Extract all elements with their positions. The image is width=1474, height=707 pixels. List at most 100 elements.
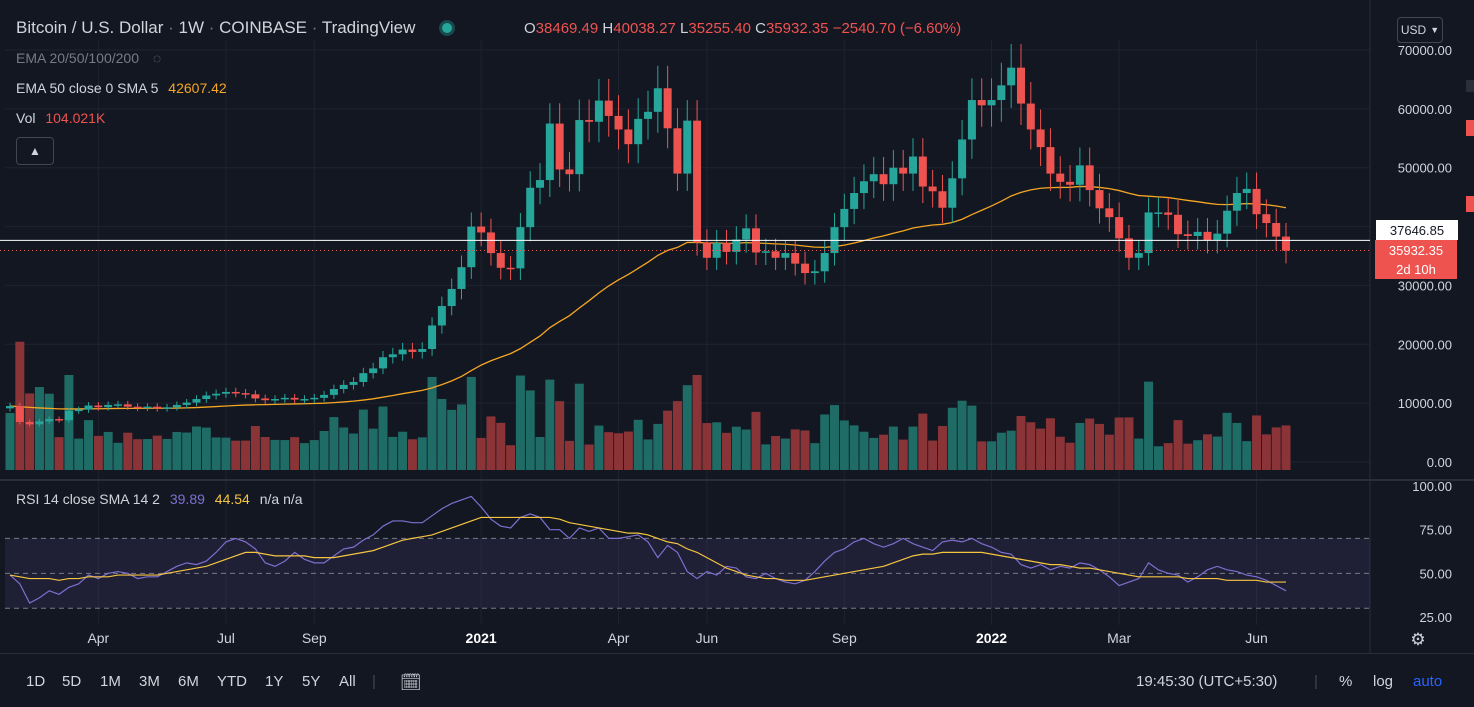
volume-bar	[987, 441, 997, 470]
volume-bar	[486, 416, 496, 470]
candle-body	[486, 232, 495, 254]
volume-bar	[84, 420, 94, 470]
interval-label: 1W	[178, 18, 205, 37]
volume-bar	[44, 393, 54, 470]
candle-body	[1203, 231, 1212, 241]
ema50-legend[interactable]: EMA 50 close 0 SMA 5 42607.42	[16, 80, 227, 96]
volume-bar	[888, 426, 898, 470]
chevron-up-icon: ▲	[29, 144, 41, 158]
volume-bar	[898, 439, 908, 470]
volume-bar	[1281, 425, 1291, 470]
candle-body	[801, 263, 810, 274]
volume-bar	[574, 383, 584, 470]
volume-bar	[437, 398, 447, 470]
volume-bar	[633, 419, 643, 470]
time-tick-label: Sep	[832, 630, 857, 646]
candle-body	[143, 406, 152, 409]
currency-label: USD	[1400, 23, 1427, 37]
tf-6m-button[interactable]: 6M	[178, 673, 199, 690]
volume-bar	[417, 437, 427, 470]
volume-bar	[191, 426, 201, 470]
price-tick-label: 50000.00	[1398, 161, 1452, 176]
volume-bar	[545, 379, 555, 470]
currency-button[interactable]: USD ▼	[1397, 17, 1443, 43]
percent-scale-button[interactable]: %	[1339, 673, 1353, 690]
volume-bar	[5, 413, 15, 470]
volume-bar	[712, 422, 722, 470]
symbol-title[interactable]: Bitcoin / U.S. Dollar · 1W · COINBASE · …	[16, 18, 453, 38]
price-tick-label: 10000.00	[1398, 396, 1452, 411]
auto-scale-button[interactable]: auto	[1413, 673, 1443, 690]
candle-body	[1085, 165, 1094, 191]
ohlc-legend: O38469.49 H40038.27 L35255.40 C35932.35 …	[524, 20, 962, 37]
volume-legend[interactable]: Vol 104.021K	[16, 110, 105, 126]
log-scale-button[interactable]: log	[1373, 673, 1394, 690]
rsi-tick-label: 50.00	[1419, 566, 1452, 581]
volume-bar	[761, 444, 771, 470]
candle-body	[113, 404, 122, 406]
candle-body	[732, 239, 741, 252]
clock-timezone[interactable]: 19:45:30 (UTC+5:30)	[1136, 673, 1278, 690]
candle-body	[369, 368, 378, 374]
exchange-label: COINBASE	[219, 18, 307, 37]
tf-5y-button[interactable]: 5Y	[302, 673, 321, 690]
candle-body	[15, 406, 24, 422]
candle-body	[575, 120, 584, 175]
tf-1d-button[interactable]: 1D	[26, 673, 46, 690]
high-value: 40038.27	[613, 20, 676, 37]
candle-body	[614, 115, 623, 130]
candle-body	[899, 167, 908, 174]
date-range-calendar-icon[interactable]: 🗓	[400, 673, 422, 692]
candle-body	[977, 100, 986, 106]
candle-body	[693, 120, 702, 243]
volume-bar	[133, 439, 143, 470]
volume-bar	[908, 426, 918, 470]
volume-bar	[476, 437, 486, 470]
settings-gear-icon[interactable]: ⚙	[1410, 630, 1425, 650]
price-tick-label: 60000.00	[1398, 102, 1452, 117]
volume-bar	[820, 414, 830, 470]
rsi-na-values: n/a n/a	[259, 491, 303, 507]
candle-body	[565, 169, 574, 175]
candle-body	[45, 419, 54, 422]
candle-body	[1242, 188, 1251, 194]
volume-bar	[123, 432, 133, 470]
tf-1y-button[interactable]: 1Y	[265, 673, 284, 690]
tf-5d-button[interactable]: 5D	[62, 673, 82, 690]
candle-body	[604, 100, 613, 116]
candle-body	[1075, 165, 1084, 185]
volume-bar	[790, 429, 800, 470]
tf-all-button[interactable]: All	[339, 673, 356, 690]
price-tick-label: 20000.00	[1398, 337, 1452, 352]
candle-body	[585, 120, 594, 122]
candle-body	[850, 193, 859, 209]
price-tick-label: 70000.00	[1398, 43, 1452, 58]
tf-1m-button[interactable]: 1M	[100, 673, 121, 690]
ema-group-legend[interactable]: EMA 20/50/100/200 ◌	[16, 50, 161, 66]
candle-body	[594, 100, 603, 122]
candle-body	[820, 253, 829, 272]
collapse-legend-button[interactable]: ▲	[16, 137, 54, 165]
volume-bar	[1016, 415, 1026, 470]
hidden-eye-icon[interactable]: ◌	[152, 50, 162, 66]
volume-bar	[771, 436, 781, 470]
candle-body	[1164, 212, 1173, 215]
candle-body	[202, 395, 211, 400]
volume-bar	[1252, 415, 1262, 470]
volume-bar	[1104, 434, 1114, 470]
volume-bar	[496, 422, 506, 470]
volume-bar	[339, 427, 349, 470]
candle-body	[153, 406, 162, 409]
time-tick-label: Jun	[1245, 630, 1268, 646]
volume-bar	[329, 417, 339, 470]
tf-3m-button[interactable]: 3M	[139, 673, 160, 690]
rsi-legend[interactable]: RSI 14 close SMA 14 2 39.89 44.54 n/a n/…	[16, 491, 303, 507]
candle-body	[781, 253, 790, 258]
tf-ytd-button[interactable]: YTD	[217, 673, 247, 690]
candle-body	[123, 404, 132, 407]
symbol-name: Bitcoin / U.S. Dollar	[16, 18, 164, 37]
volume-value: 104.021K	[45, 110, 106, 126]
side-marker	[1466, 80, 1474, 92]
candle-body	[869, 174, 878, 182]
